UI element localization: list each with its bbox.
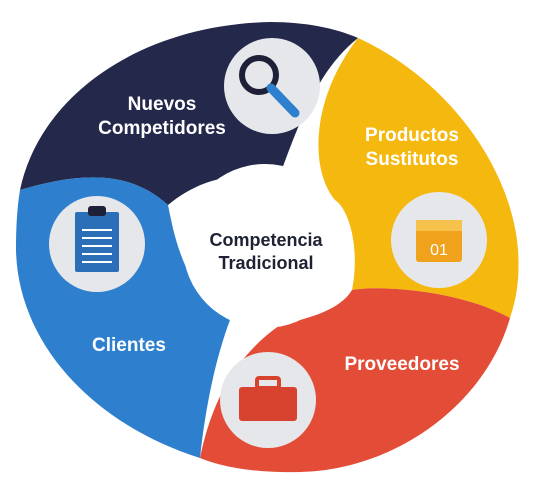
segment-proveedores-label: Proveedores — [344, 354, 459, 375]
segment-nuevos-label-line2: Competidores — [98, 118, 226, 139]
briefcase-icon — [220, 352, 316, 448]
segment-productos-label-line1: Productos — [365, 125, 459, 146]
calendar-number: 01 — [430, 242, 448, 259]
magnifier-icon — [224, 38, 320, 134]
segment-productos-label-line2: Sustitutos — [366, 149, 459, 170]
clipboard-icon — [49, 196, 145, 292]
segment-nuevos-label-line1: Nuevos — [128, 94, 197, 115]
center-label-line1: Competencia — [209, 230, 323, 250]
center-label-line2: Tradicional — [218, 253, 313, 273]
calendar-icon: 01 — [391, 192, 487, 288]
segment-clientes-label: Clientes — [92, 335, 166, 356]
center-circle — [183, 164, 347, 328]
